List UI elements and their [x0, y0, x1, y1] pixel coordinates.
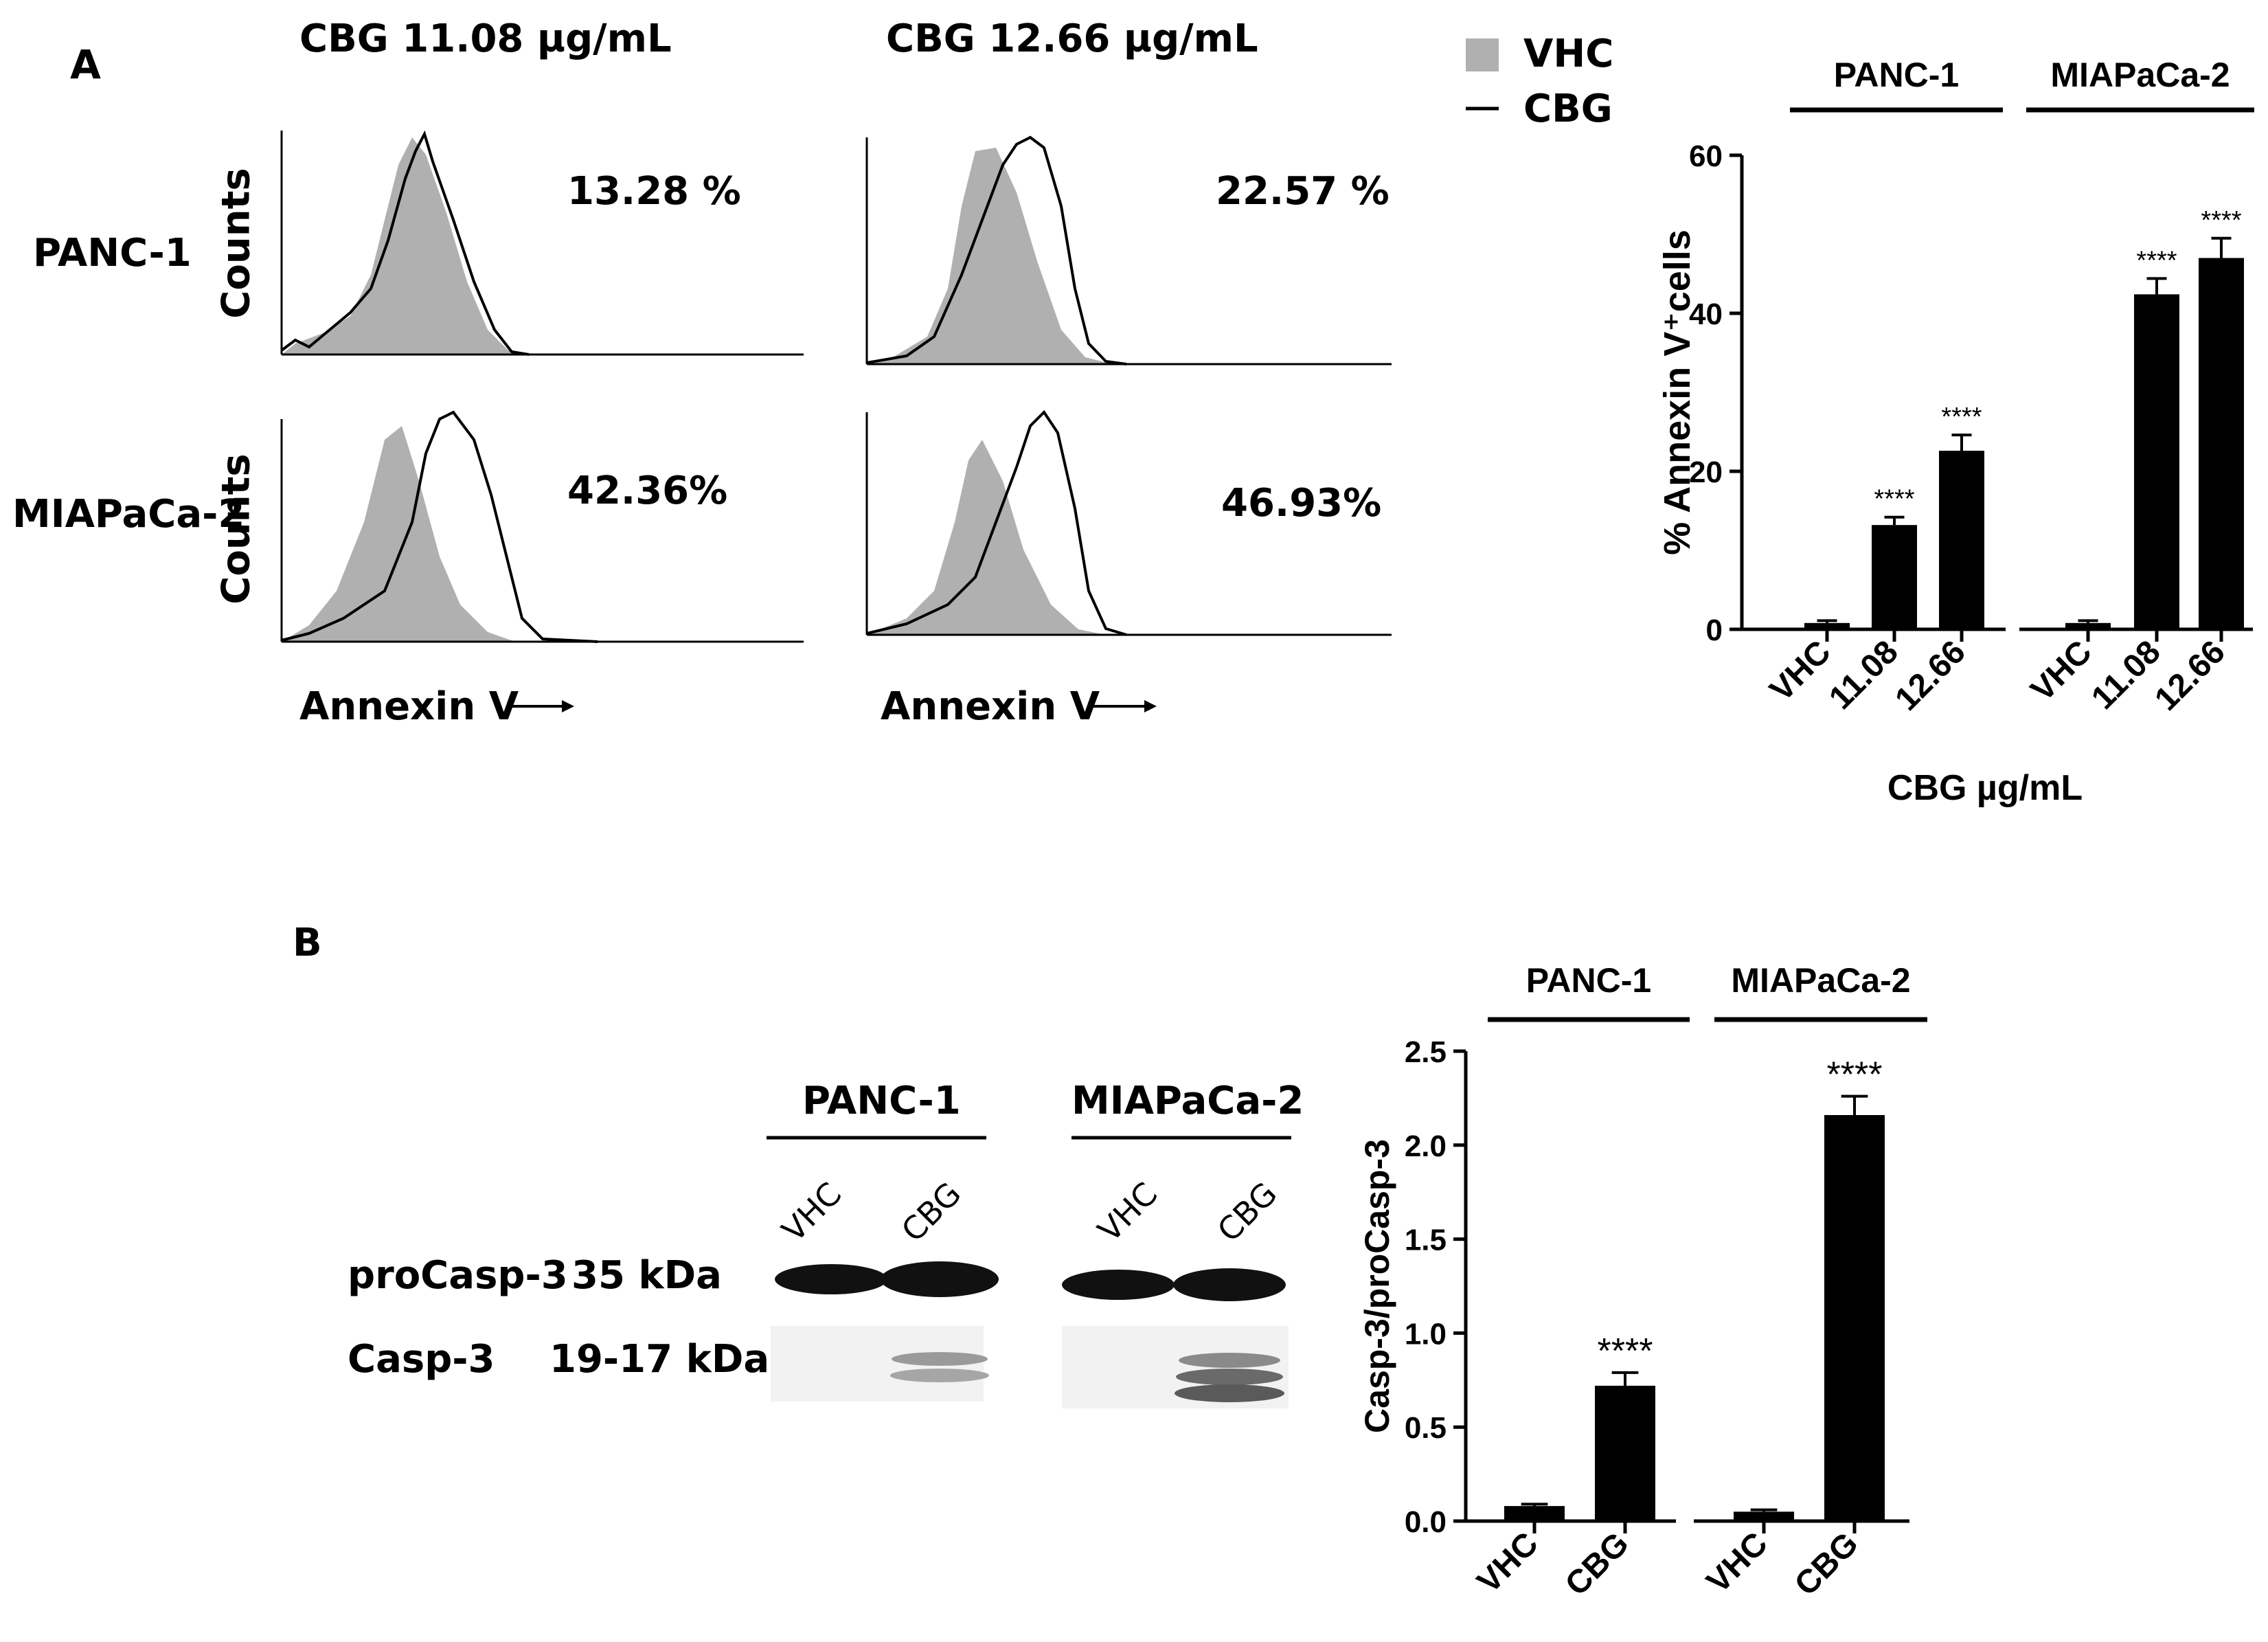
y-tick-label: 1.5	[1405, 1224, 1447, 1257]
significance-4: ****	[2136, 246, 2177, 275]
y-tick-label: 20	[1689, 456, 1723, 489]
band-size-procasp3: 35 kDa	[571, 1253, 722, 1298]
x-tick-label-0: VHC	[1763, 633, 1838, 708]
bar-1	[1595, 1386, 1655, 1521]
band-label-casp3: Casp-3	[348, 1337, 495, 1382]
pct-mia-1108: 42.36%	[567, 469, 728, 513]
x-tick-label-0: VHC	[1471, 1525, 1545, 1600]
annexin-arrow-1	[510, 700, 574, 712]
col-title-1: CBG 11.08 µg/mL	[299, 16, 672, 61]
blot-group-panc1: PANC-1	[802, 1079, 961, 1123]
annexin-arrow-2	[1092, 700, 1157, 712]
group-label-1: MIAPaCa-2	[2050, 56, 2230, 94]
histogram-mia-1266	[865, 409, 1392, 636]
pct-panc1-1266: 22.57 %	[1216, 169, 1390, 214]
hist-cbg-line	[280, 130, 530, 356]
significance-3: ****	[1827, 1055, 1883, 1095]
x-tick-label-3: CBG	[1788, 1525, 1866, 1603]
band-label-procasp3: proCasp-3	[348, 1253, 568, 1298]
band-casp3-mia-cbg-2	[1176, 1369, 1283, 1385]
chart-annexin-v: 0204060VHC11.08****12.66****VHC11.08****…	[1657, 56, 2254, 808]
pct-panc1-1108: 13.28 %	[567, 169, 741, 214]
blot-group-miapaca2: MIAPaCa-2	[1071, 1079, 1304, 1123]
hist-cbg-line	[866, 135, 1127, 365]
bar-2	[1734, 1511, 1794, 1521]
bar-4	[2134, 294, 2179, 629]
band-procasp3-mia-vhc	[1062, 1270, 1175, 1300]
annexin-x-label-1: Annexin V	[299, 684, 519, 729]
histogram-panc1-1266	[865, 135, 1392, 365]
hist-vhc-fill	[867, 148, 1113, 364]
hist-vhc-fill	[282, 137, 525, 355]
band-procasp3-panc1-cbg	[881, 1261, 999, 1297]
significance-5: ****	[2201, 206, 2241, 235]
y-tick-label: 1.0	[1405, 1317, 1447, 1351]
bar-1	[1872, 525, 1917, 629]
significance-1: ****	[1598, 1331, 1653, 1371]
group-label-0: PANC-1	[1834, 56, 1959, 94]
bar-5	[2199, 258, 2244, 629]
bar-0	[1804, 622, 1850, 629]
row-label-panc1: PANC-1	[33, 231, 192, 275]
y-tick-label: 0	[1706, 614, 1723, 647]
y-tick-label: 40	[1689, 297, 1723, 331]
y-tick-label: 2.5	[1405, 1035, 1447, 1069]
group-label-0: PANC-1	[1526, 961, 1651, 1000]
band-procasp3-panc1-vhc	[775, 1264, 887, 1294]
significance-1: ****	[1874, 485, 1914, 514]
x-tick-label-5: 12.66	[2148, 633, 2232, 717]
band-size-casp3: 19-17 kDa	[549, 1337, 770, 1382]
legend-vhc-label: VHC	[1523, 32, 1614, 76]
group-label-1: MIAPaCa-2	[1731, 961, 1910, 1000]
x-tick-label-3: VHC	[2024, 633, 2099, 708]
panel-a-letter: A	[70, 41, 101, 88]
significance-2: ****	[1941, 403, 1982, 431]
hist-cbg-line	[866, 409, 1127, 636]
panel-b-letter: B	[293, 921, 322, 965]
bar-3	[2065, 622, 2111, 629]
band-casp3-mia-cbg-3	[1175, 1384, 1284, 1402]
x-tick-label-2: VHC	[1700, 1525, 1775, 1600]
x-tick-label-1: CBG	[1558, 1525, 1636, 1603]
y-tick-label: 0.0	[1405, 1505, 1447, 1539]
pct-mia-1266: 46.93%	[1221, 481, 1382, 526]
y-axis-label: % Annexin V⁺cells	[1657, 229, 1698, 555]
band-procasp3-mia-cbg	[1173, 1268, 1286, 1301]
bar-0	[1504, 1506, 1565, 1521]
bar-2	[1939, 451, 1984, 629]
hist-cbg-line	[281, 410, 598, 643]
histogram-mia-1108	[280, 410, 804, 643]
hist-vhc-fill	[282, 426, 515, 642]
bar-3	[1824, 1115, 1885, 1521]
band-casp3-mia-cbg-1	[1179, 1353, 1280, 1368]
annexin-x-label-2: Annexin V	[881, 684, 1100, 729]
y-axis-label: Casp-3/proCasp-3	[1358, 1139, 1396, 1433]
band-casp3-panc1-cbg-1	[892, 1352, 988, 1366]
hist-vhc-fill	[867, 440, 1106, 635]
x-tick-label-2: 12.66	[1888, 633, 1972, 717]
band-casp3-panc1-cbg-2	[890, 1369, 989, 1382]
y-tick-label: 0.5	[1405, 1411, 1447, 1445]
row-label-miapaca2: MIAPaCa-2	[12, 492, 245, 537]
western-blot	[767, 1136, 1291, 1408]
y-tick-label: 60	[1689, 139, 1723, 173]
x-axis-label: CBG µg/mL	[1887, 768, 2083, 808]
legend-cbg-label: CBG	[1523, 87, 1613, 131]
col-title-2: CBG 12.66 µg/mL	[886, 16, 1258, 61]
histogram-panc1-1108	[280, 130, 804, 356]
x-tick-label-1: 11.08	[1822, 633, 1905, 717]
legend-vhc-swatch	[1466, 38, 1499, 71]
y-tick-label: 2.0	[1405, 1129, 1447, 1163]
x-tick-label-4: 11.08	[2085, 633, 2168, 717]
